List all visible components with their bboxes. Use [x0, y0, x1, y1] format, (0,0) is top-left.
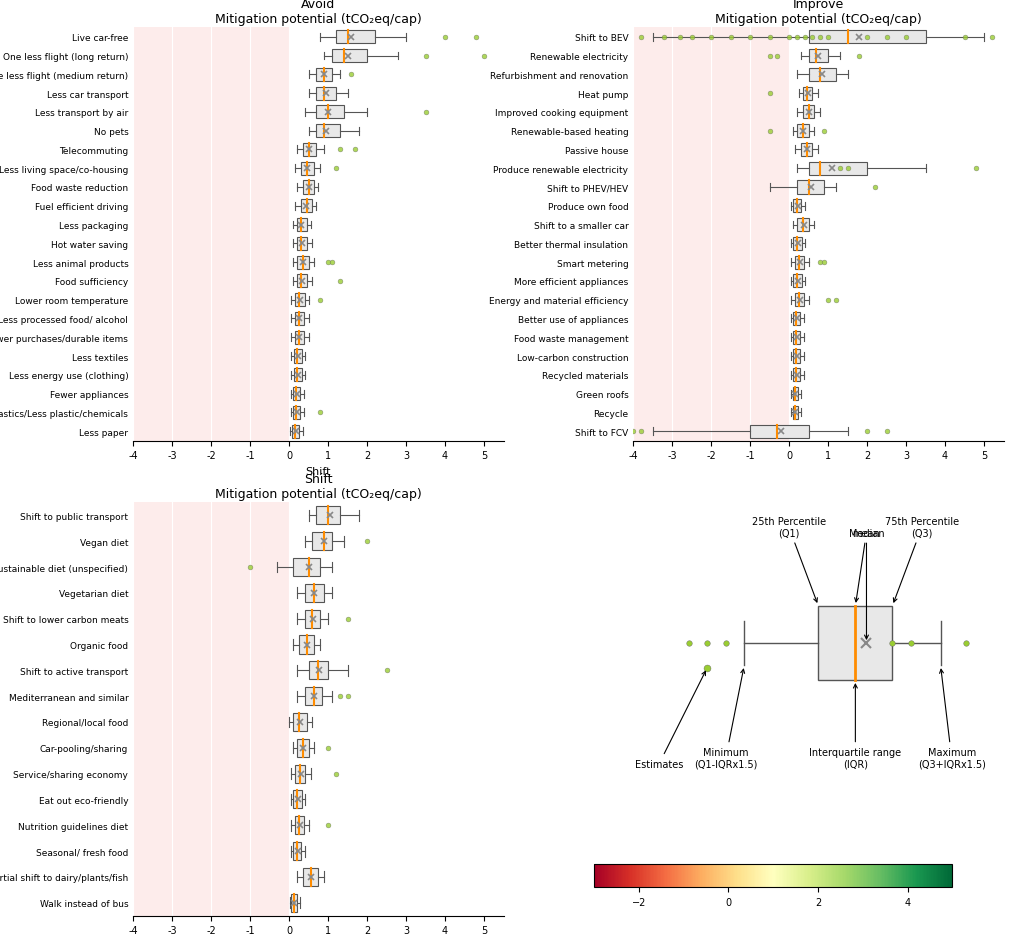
- FancyBboxPatch shape: [316, 125, 340, 138]
- FancyBboxPatch shape: [297, 739, 308, 757]
- FancyBboxPatch shape: [297, 256, 308, 269]
- FancyBboxPatch shape: [793, 200, 801, 213]
- FancyBboxPatch shape: [294, 369, 301, 382]
- Bar: [133, 28, 289, 441]
- X-axis label: Shift: Shift: [305, 466, 331, 477]
- FancyBboxPatch shape: [316, 69, 332, 82]
- Text: 25th Percentile
(Q1): 25th Percentile (Q1): [752, 516, 825, 602]
- Text: Maximum
(Q3+IQRx1.5): Maximum (Q3+IQRx1.5): [918, 669, 986, 769]
- Bar: [289, 28, 504, 441]
- FancyBboxPatch shape: [301, 200, 312, 213]
- FancyBboxPatch shape: [336, 31, 375, 44]
- FancyBboxPatch shape: [297, 219, 306, 232]
- FancyBboxPatch shape: [293, 406, 300, 419]
- FancyBboxPatch shape: [793, 331, 800, 345]
- FancyBboxPatch shape: [818, 606, 892, 681]
- FancyBboxPatch shape: [316, 106, 344, 119]
- FancyBboxPatch shape: [299, 636, 314, 654]
- FancyBboxPatch shape: [803, 106, 814, 119]
- FancyBboxPatch shape: [303, 181, 314, 194]
- Title: Avoid
Mitigation potential (tCO₂eq/cap): Avoid Mitigation potential (tCO₂eq/cap): [215, 0, 422, 25]
- FancyBboxPatch shape: [795, 294, 804, 307]
- FancyBboxPatch shape: [751, 425, 809, 438]
- FancyBboxPatch shape: [316, 88, 336, 101]
- FancyBboxPatch shape: [312, 532, 332, 550]
- FancyBboxPatch shape: [332, 50, 367, 63]
- FancyBboxPatch shape: [793, 350, 800, 363]
- Text: mean: mean: [853, 528, 881, 639]
- FancyBboxPatch shape: [295, 817, 304, 834]
- FancyBboxPatch shape: [305, 610, 321, 628]
- Text: Median: Median: [849, 528, 885, 602]
- FancyBboxPatch shape: [801, 143, 812, 157]
- Text: Minimum
(Q1-IQRx1.5): Minimum (Q1-IQRx1.5): [694, 669, 758, 769]
- FancyBboxPatch shape: [793, 275, 802, 288]
- Bar: [633, 28, 790, 441]
- FancyBboxPatch shape: [295, 294, 305, 307]
- FancyBboxPatch shape: [293, 388, 300, 400]
- FancyBboxPatch shape: [793, 406, 798, 419]
- FancyBboxPatch shape: [301, 162, 314, 176]
- FancyBboxPatch shape: [797, 181, 824, 194]
- Bar: [133, 503, 289, 916]
- Title: Shift
Mitigation potential (tCO₂eq/cap): Shift Mitigation potential (tCO₂eq/cap): [215, 472, 422, 500]
- Text: Interquartile range
(IQR): Interquartile range (IQR): [809, 684, 901, 769]
- FancyBboxPatch shape: [293, 842, 301, 860]
- FancyBboxPatch shape: [297, 238, 306, 250]
- FancyBboxPatch shape: [292, 425, 299, 438]
- FancyBboxPatch shape: [292, 894, 297, 912]
- FancyBboxPatch shape: [308, 662, 328, 680]
- FancyBboxPatch shape: [809, 69, 836, 82]
- FancyBboxPatch shape: [316, 507, 340, 525]
- FancyBboxPatch shape: [803, 88, 812, 101]
- FancyBboxPatch shape: [305, 584, 325, 602]
- FancyBboxPatch shape: [293, 559, 321, 577]
- Bar: [289, 503, 504, 916]
- FancyBboxPatch shape: [295, 331, 304, 345]
- Title: Improve
Mitigation potential (tCO₂eq/cap): Improve Mitigation potential (tCO₂eq/cap…: [715, 0, 922, 25]
- FancyBboxPatch shape: [303, 868, 318, 886]
- FancyBboxPatch shape: [793, 312, 800, 326]
- FancyBboxPatch shape: [797, 125, 809, 138]
- FancyBboxPatch shape: [793, 369, 800, 382]
- FancyBboxPatch shape: [809, 162, 867, 176]
- Bar: [790, 28, 1004, 441]
- FancyBboxPatch shape: [295, 765, 305, 783]
- FancyBboxPatch shape: [305, 687, 323, 705]
- FancyBboxPatch shape: [793, 388, 798, 400]
- FancyBboxPatch shape: [293, 790, 301, 809]
- FancyBboxPatch shape: [303, 143, 316, 157]
- FancyBboxPatch shape: [293, 713, 306, 732]
- Text: Estimates: Estimates: [635, 671, 706, 769]
- FancyBboxPatch shape: [294, 350, 301, 363]
- FancyBboxPatch shape: [295, 312, 304, 326]
- Text: 75th Percentile
(Q3): 75th Percentile (Q3): [885, 516, 959, 602]
- FancyBboxPatch shape: [797, 219, 809, 232]
- FancyBboxPatch shape: [793, 238, 802, 250]
- FancyBboxPatch shape: [795, 256, 804, 269]
- FancyBboxPatch shape: [297, 275, 306, 288]
- FancyBboxPatch shape: [809, 31, 926, 44]
- FancyBboxPatch shape: [809, 50, 828, 63]
